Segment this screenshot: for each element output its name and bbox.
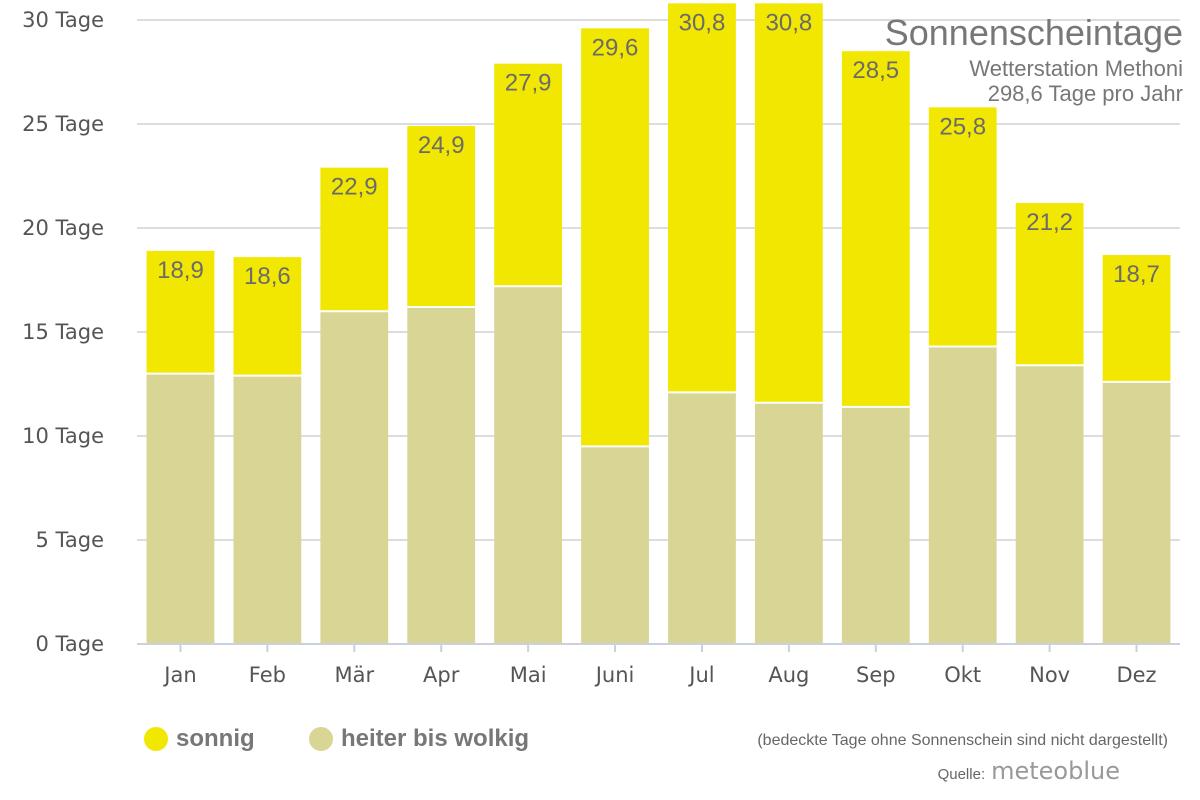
x-tick-label: Okt	[944, 663, 981, 687]
bar-heiter-0	[146, 373, 215, 644]
bar-sonnig-4	[494, 63, 563, 287]
bar-heiter-8	[841, 406, 910, 644]
bar-total-label: 30,8	[766, 9, 813, 36]
bar-sonnig-8	[841, 51, 910, 407]
legend-swatch-sonnig	[144, 727, 168, 751]
bar-heiter-11	[1102, 381, 1171, 644]
x-tick-label: Mär	[334, 663, 374, 687]
x-tick-label: Feb	[249, 663, 286, 687]
legend-label-heiter: heiter bis wolkig	[341, 725, 530, 752]
bar-total-label: 18,9	[157, 257, 204, 284]
x-tick-label: Juni	[594, 663, 635, 687]
bar-total-label: 30,8	[679, 9, 726, 36]
bar-heiter-5	[581, 446, 649, 644]
bar-heiter-3	[407, 307, 476, 644]
bar-total-label: 27,9	[505, 70, 552, 97]
bar-total-label: 29,6	[592, 34, 639, 61]
chart-subtitle-station: Wetterstation Methoni	[969, 56, 1183, 81]
x-tick-label: Aug	[768, 663, 809, 687]
bar-total-label: 22,9	[331, 174, 378, 201]
bar-sonnig-1	[233, 257, 302, 376]
bar-total-label: 21,2	[1026, 209, 1073, 236]
x-tick-label: Jul	[687, 663, 714, 687]
bar-heiter-2	[320, 311, 389, 644]
bar-sonnig-10	[1015, 203, 1084, 366]
bar-total-label: 28,5	[852, 57, 899, 84]
x-tick-label: Mai	[510, 663, 547, 687]
chart-subtitle-total: 298,6 Tage pro Jahr	[987, 81, 1183, 106]
bar-sonnig-11	[1102, 255, 1171, 382]
bar-total-label: 25,8	[939, 113, 986, 140]
bar-heiter-1	[233, 375, 302, 644]
legend-item-sonnig[interactable]: sonnig	[144, 722, 255, 756]
bar-total-label: 24,9	[418, 132, 465, 159]
x-tick-label: Apr	[423, 663, 460, 687]
x-tick-label: Sep	[856, 663, 896, 687]
legend-label-sonnig: sonnig	[176, 725, 255, 752]
bar-sonnig-3	[407, 126, 476, 308]
source: Quelle: meteoblue	[938, 757, 1120, 785]
y-tick-label: 30 Tage	[22, 8, 104, 32]
bars: 18,9 18,6 22,9 24,9 27,9 29,6 30,8 30,8 28,5 25,8…	[146, 3, 1171, 644]
y-tick-label: 15 Tage	[22, 320, 104, 344]
footnote: (bedeckte Tage ohne Sonnenschein sind ni…	[757, 732, 1168, 749]
chart-title: Sonnenscheintage	[884, 12, 1183, 53]
y-tick-label: 0 Tage	[35, 632, 104, 656]
bar-heiter-7	[754, 402, 823, 644]
axes: 0 Tage 5 Tage 10 Tage 15 Tage 20 Tage 25 Tage…	[22, 8, 1180, 687]
bar-sonnig-2	[320, 167, 389, 312]
bar-heiter-6	[668, 392, 736, 644]
legend-swatch-heiter	[309, 727, 333, 751]
x-tick-label: Dez	[1116, 663, 1156, 687]
bar-total-label: 18,6	[244, 263, 291, 290]
y-tick-label: 25 Tage	[22, 112, 104, 136]
x-tick-label: Nov	[1029, 663, 1070, 687]
bar-heiter-10	[1015, 365, 1084, 644]
y-tick-label: 10 Tage	[22, 424, 104, 448]
bar-sonnig-0	[146, 250, 215, 374]
y-tick-label: 5 Tage	[35, 528, 104, 552]
x-tick-label: Jan	[162, 663, 196, 687]
y-tick-label: 20 Tage	[22, 216, 104, 240]
legend-item-heiter[interactable]: heiter bis wolkig	[309, 722, 529, 756]
bar-sonnig-7	[754, 3, 823, 403]
bar-heiter-9	[928, 346, 997, 644]
grid-lines	[137, 19, 1180, 541]
bar-sonnig-6	[668, 3, 736, 393]
bar-sonnig-5	[581, 28, 649, 447]
bar-sonnig-9	[928, 107, 997, 347]
source-label: Quelle:	[937, 766, 986, 783]
source-brand[interactable]: meteoblue	[991, 757, 1120, 785]
bar-heiter-4	[494, 286, 563, 644]
bar-total-label: 18,7	[1113, 261, 1160, 288]
